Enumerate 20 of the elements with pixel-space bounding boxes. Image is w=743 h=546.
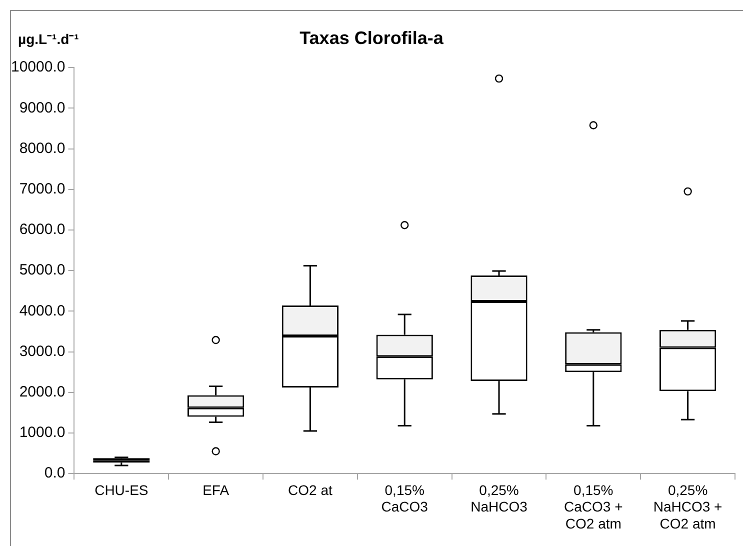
y-tick-label: 7000.0: [19, 180, 66, 198]
y-tick-label: 8000.0: [19, 140, 66, 157]
x-tick-label: 0,15% CaCO3: [381, 482, 428, 515]
y-tick-label: 9000.0: [19, 99, 66, 116]
x-tick-label: CO2 at: [288, 482, 332, 498]
y-tick-label: 2000.0: [19, 384, 66, 401]
y-tick-label: 1000.0: [19, 424, 66, 442]
x-tick-label: 0,25% NaHCO3: [470, 482, 528, 515]
y-tick-label: 10000.0: [10, 58, 66, 76]
x-tick-label: EFA: [202, 482, 230, 498]
y-tick-label: 4000.0: [19, 302, 66, 320]
x-tick-label: 0,15% CaCO3 + CO2 atm: [564, 482, 623, 532]
y-tick-label: 6000.0: [19, 221, 66, 238]
y-axis-title: µg.L⁻¹.d⁻¹: [18, 30, 80, 47]
y-tick-label: 0.0: [44, 464, 66, 482]
x-tick-label: CHU-ES: [94, 482, 148, 498]
y-tick-label: 5000.0: [19, 262, 66, 279]
y-tick-label: 3000.0: [19, 342, 66, 360]
chart-title: Taxas Clorofila-a: [300, 28, 444, 48]
x-tick-label: 0,25% NaHCO3 + CO2 atm: [653, 482, 722, 532]
